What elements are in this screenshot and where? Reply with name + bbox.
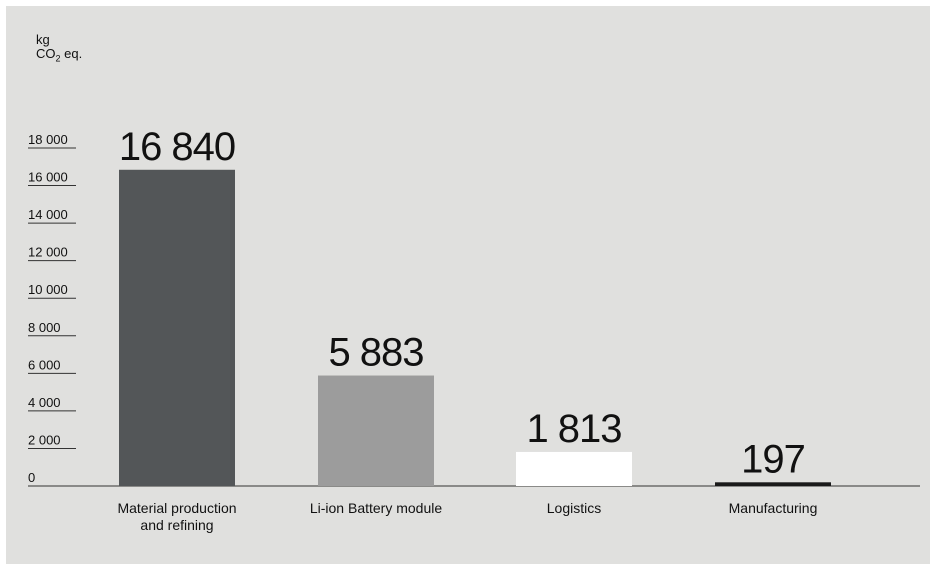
y-unit-co2-subscript: 2 bbox=[55, 53, 61, 64]
x-category-label: Logistics bbox=[547, 500, 601, 516]
y-tick-label: 8 000 bbox=[28, 320, 61, 335]
data-label: 5 883 bbox=[328, 331, 423, 375]
data-label: 16 840 bbox=[119, 125, 235, 169]
y-tick-label: 18 000 bbox=[28, 132, 68, 147]
data-label: 1 813 bbox=[526, 407, 621, 451]
y-unit-eq-text: eq. bbox=[60, 46, 83, 61]
y-tick-label: 12 000 bbox=[28, 245, 68, 260]
y-tick-label: 6 000 bbox=[28, 357, 61, 372]
bar bbox=[715, 482, 831, 486]
y-tick-label: 0 bbox=[28, 470, 35, 485]
bar bbox=[318, 375, 434, 486]
x-category-label: Li-ion Battery module bbox=[310, 500, 443, 516]
bar bbox=[119, 169, 235, 486]
y-tick-label: 14 000 bbox=[28, 207, 68, 222]
x-category-label: and refining bbox=[140, 517, 213, 533]
bar bbox=[516, 451, 632, 486]
x-category-label: Manufacturing bbox=[729, 500, 818, 516]
y-tick-label: 4 000 bbox=[28, 395, 61, 410]
bar-chart: 0 2 000 4 000 6 000 8 000 10 000 12 000 14 000 1… bbox=[28, 125, 920, 533]
y-unit-co2-text: CO bbox=[36, 46, 56, 61]
chart-panel: kg CO2 eq. 0 2 000 4 000 6 000 8 000 10 000 12… bbox=[6, 6, 930, 564]
y-tick-label: 16 000 bbox=[28, 170, 68, 185]
x-category-label: Material production bbox=[117, 500, 236, 516]
data-label: 197 bbox=[741, 437, 805, 481]
y-unit-label-kg: kg bbox=[36, 32, 50, 47]
y-tick-label: 10 000 bbox=[28, 282, 68, 297]
y-tick-label: 2 000 bbox=[28, 432, 61, 447]
y-unit-label-co2: CO2 eq. bbox=[36, 47, 82, 66]
